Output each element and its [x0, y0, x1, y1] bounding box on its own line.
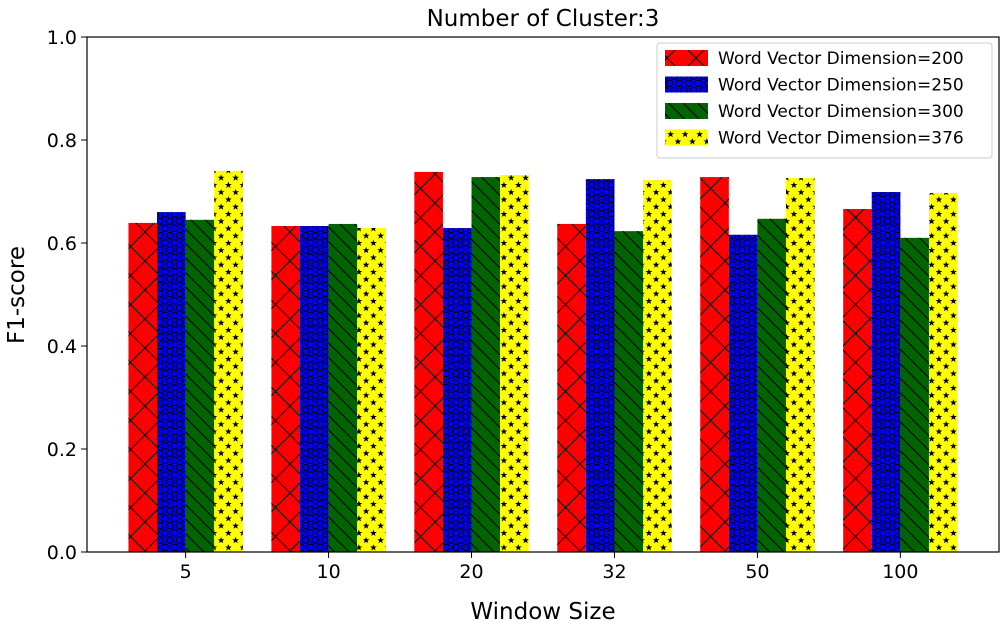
bar-hatch — [928, 193, 958, 553]
bar-hatch — [471, 177, 501, 552]
y-tick-label: 0.8 — [47, 130, 77, 152]
bar-hatch — [728, 234, 758, 552]
x-tick-label: 100 — [882, 561, 918, 583]
bar-hatch — [414, 171, 443, 552]
x-tick-label: 10 — [316, 561, 340, 583]
y-tick-label: 0.4 — [47, 336, 77, 358]
bar-hatch — [900, 237, 929, 552]
legend-swatch-hatch — [665, 129, 708, 146]
legend-label-3: Word Vector Dimension=300 — [718, 102, 964, 122]
chart-title: Number of Cluster:3 — [427, 6, 660, 32]
bar-hatch — [871, 192, 901, 552]
y-axis-label: F1-score — [4, 246, 30, 344]
bar-hatch — [214, 170, 243, 552]
y-axis: 0.0 0.2 0.4 0.6 0.8 1.0 — [47, 27, 87, 564]
y-tick-label: 0.0 — [47, 542, 77, 564]
bar-hatch — [357, 228, 386, 552]
bar-hatch — [271, 226, 300, 552]
bar-hatch — [786, 178, 815, 553]
y-tick-label: 1.0 — [47, 27, 77, 49]
bar-hatch — [500, 175, 529, 552]
legend-swatch-hatch — [665, 50, 708, 66]
x-tick-label: 20 — [459, 561, 483, 583]
bars-layer — [128, 170, 958, 553]
legend-swatch-hatch — [665, 76, 708, 93]
y-tick-label: 0.2 — [47, 439, 77, 461]
legend-swatch-hatch — [665, 103, 708, 119]
legend-frame — [656, 42, 993, 159]
bar-hatch — [185, 219, 215, 552]
bar-hatch — [299, 226, 329, 552]
x-axis: 5 10 20 32 50 100 — [180, 552, 918, 583]
legend: Word Vector Dimension=200 Word Vector Dim… — [656, 42, 993, 159]
bar-hatch — [585, 179, 615, 552]
y-tick-label: 0.6 — [47, 233, 77, 255]
x-tick-label: 5 — [180, 561, 192, 583]
legend-label-4: Word Vector Dimension=376 — [718, 129, 964, 149]
bar-hatch — [557, 223, 586, 552]
bar-hatch — [614, 231, 644, 552]
x-tick-label: 50 — [745, 561, 769, 583]
bar-hatch — [843, 209, 872, 552]
bar-hatch — [757, 218, 787, 553]
x-tick-label: 32 — [602, 561, 626, 583]
x-axis-label: Window Size — [470, 599, 615, 625]
bar-hatch — [328, 223, 358, 552]
legend-label-1: Word Vector Dimension=200 — [718, 49, 964, 69]
bar-hatch — [128, 222, 158, 553]
bar-hatch — [643, 180, 672, 553]
bar-hatch — [700, 177, 729, 552]
plot-frame — [86, 36, 1000, 553]
bar-hatch — [442, 228, 472, 552]
legend-label-2: Word Vector Dimension=250 — [718, 76, 964, 96]
bar-hatch — [157, 212, 186, 552]
